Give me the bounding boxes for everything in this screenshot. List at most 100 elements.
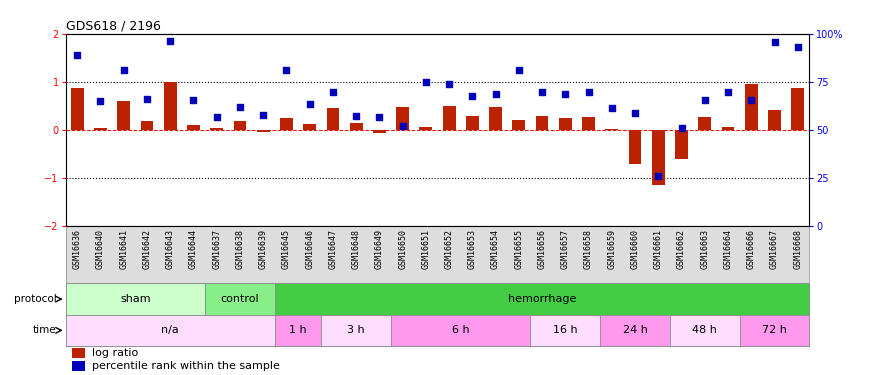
Text: GSM16658: GSM16658 — [584, 229, 593, 269]
Bar — [326, 108, 340, 130]
Bar — [256, 130, 270, 132]
Bar — [391, 315, 530, 346]
Point — [94, 98, 108, 104]
Bar — [275, 315, 321, 346]
Text: GSM16642: GSM16642 — [143, 229, 151, 269]
Text: 24 h: 24 h — [623, 326, 648, 335]
Text: GSM16652: GSM16652 — [444, 229, 453, 269]
Text: GSM16649: GSM16649 — [374, 229, 384, 269]
Bar — [117, 101, 130, 130]
Bar — [321, 315, 391, 346]
Bar — [72, 361, 85, 371]
Text: GDS618 / 2196: GDS618 / 2196 — [66, 20, 160, 33]
Point — [279, 67, 293, 73]
Bar — [791, 88, 804, 130]
Text: GSM16646: GSM16646 — [305, 229, 314, 269]
Bar — [652, 130, 665, 185]
Point — [466, 93, 480, 99]
Bar — [489, 107, 502, 130]
Text: GSM16647: GSM16647 — [328, 229, 338, 269]
Point — [628, 110, 642, 116]
Point — [396, 123, 410, 129]
Bar — [628, 130, 641, 164]
Point — [419, 79, 433, 85]
Point — [164, 38, 178, 44]
Point — [349, 112, 363, 118]
Point — [488, 91, 502, 97]
Point — [558, 91, 572, 97]
Point — [140, 96, 154, 102]
Text: hemorrhage: hemorrhage — [507, 294, 577, 304]
Bar — [606, 129, 619, 130]
Bar — [66, 284, 205, 315]
Point — [721, 88, 735, 94]
Point — [233, 104, 247, 110]
Text: 3 h: 3 h — [347, 326, 365, 335]
Bar — [164, 82, 177, 130]
Text: GSM16637: GSM16637 — [213, 229, 221, 269]
Text: GSM16640: GSM16640 — [96, 229, 105, 269]
Text: GSM16650: GSM16650 — [398, 229, 407, 269]
Text: GSM16660: GSM16660 — [631, 229, 640, 269]
Text: GSM16654: GSM16654 — [491, 229, 500, 269]
Bar — [280, 118, 293, 130]
Text: GSM16636: GSM16636 — [73, 229, 81, 269]
Bar — [350, 123, 362, 130]
Bar — [419, 127, 432, 130]
Bar — [71, 88, 84, 130]
Point — [70, 53, 84, 58]
Point — [326, 88, 340, 94]
Point — [697, 97, 711, 103]
Text: time: time — [33, 326, 57, 335]
Bar — [72, 348, 85, 358]
Text: protocol: protocol — [14, 294, 57, 304]
Bar — [513, 120, 525, 130]
Text: GSM16656: GSM16656 — [537, 229, 547, 269]
Bar — [722, 127, 734, 130]
Text: sham: sham — [120, 294, 150, 304]
Text: GSM16643: GSM16643 — [165, 229, 175, 269]
Bar — [536, 116, 549, 130]
Text: GSM16638: GSM16638 — [235, 229, 244, 269]
Bar — [559, 118, 571, 130]
Text: 16 h: 16 h — [553, 326, 578, 335]
Point — [745, 97, 759, 103]
Bar — [210, 128, 223, 130]
Bar — [187, 125, 200, 130]
Point — [605, 105, 619, 111]
Point — [767, 39, 781, 45]
Point — [512, 67, 526, 73]
Point — [536, 88, 550, 94]
Bar — [466, 116, 479, 130]
Text: GSM16666: GSM16666 — [746, 229, 756, 269]
Point — [651, 173, 665, 179]
Bar — [582, 117, 595, 130]
Text: GSM16651: GSM16651 — [422, 229, 430, 269]
Point — [210, 114, 224, 120]
Bar — [676, 130, 688, 159]
Point — [256, 112, 270, 118]
Bar — [530, 315, 600, 346]
Text: 72 h: 72 h — [762, 326, 787, 335]
Bar — [94, 128, 107, 130]
Text: GSM16661: GSM16661 — [654, 229, 662, 269]
Text: control: control — [220, 294, 259, 304]
Bar — [670, 315, 739, 346]
Bar — [443, 106, 456, 130]
Text: GSM16641: GSM16641 — [119, 229, 129, 269]
Text: log ratio: log ratio — [92, 348, 138, 358]
Point — [675, 124, 689, 130]
Text: GSM16662: GSM16662 — [677, 229, 686, 269]
Text: GSM16667: GSM16667 — [770, 229, 779, 269]
Text: GSM16664: GSM16664 — [724, 229, 732, 269]
Bar — [373, 130, 386, 133]
Point — [791, 44, 805, 50]
Text: n/a: n/a — [161, 326, 179, 335]
Text: 48 h: 48 h — [692, 326, 717, 335]
Text: GSM16645: GSM16645 — [282, 229, 290, 269]
Bar — [205, 284, 275, 315]
Text: GSM16648: GSM16648 — [352, 229, 360, 269]
Text: 1 h: 1 h — [290, 326, 307, 335]
Point — [303, 100, 317, 106]
Point — [442, 81, 456, 87]
